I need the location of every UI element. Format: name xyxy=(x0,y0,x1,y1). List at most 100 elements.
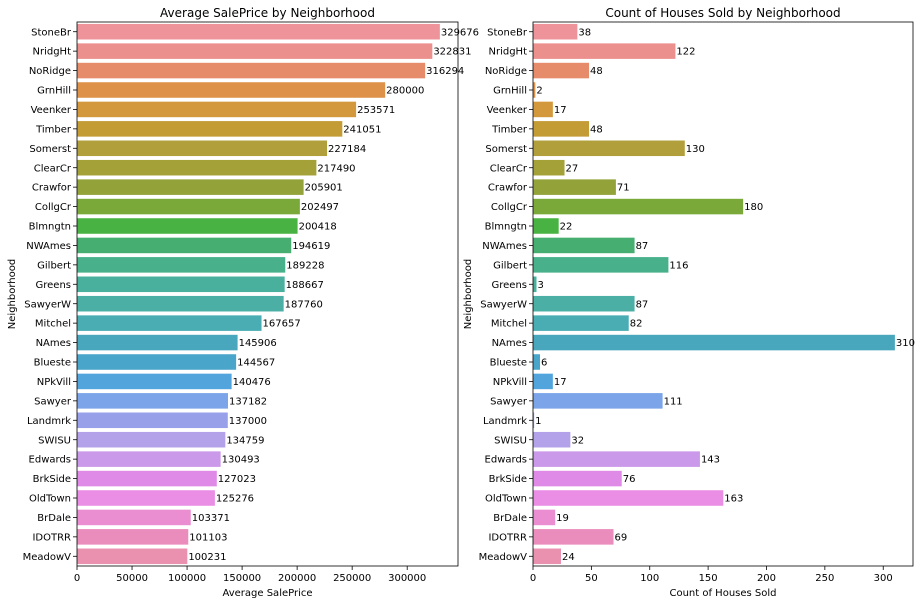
chart2-xtick-label: 150 xyxy=(699,573,718,584)
chart2-category-label: NoRidge xyxy=(485,66,527,77)
chart1-bar-oldtown xyxy=(77,490,215,506)
chart1-category-label: Sawyer xyxy=(34,396,72,407)
chart1-category-label: ClearCr xyxy=(34,163,72,174)
chart1-value-label: 241051 xyxy=(343,124,381,135)
chart2-bar-meadowv xyxy=(533,548,562,565)
chart2-xtick-label: 250 xyxy=(815,573,834,584)
chart2-bar-timber xyxy=(533,121,590,137)
chart1-axes-frame xyxy=(76,21,459,567)
chart1-bar-sawyerw xyxy=(77,295,284,312)
chart2-value-label: 87 xyxy=(636,299,649,310)
chart2-bar-npkvill xyxy=(533,373,553,390)
chart1-xtick-label: 50000 xyxy=(116,573,148,584)
chart1-bar-names xyxy=(77,334,238,351)
chart1-title: Average SalePrice by Neighborhood xyxy=(160,6,375,20)
chart2-value-label: 32 xyxy=(571,435,584,446)
chart2-bar-clearcr xyxy=(533,159,565,176)
chart1-value-label: 200418 xyxy=(299,222,337,233)
chart2-category-label: Timber xyxy=(491,124,528,135)
chart1-bar-stonebr xyxy=(77,23,440,40)
chart2-value-label: 17 xyxy=(554,377,567,388)
chart1-value-label: 103371 xyxy=(192,513,230,524)
chart1-category-label: GrnHill xyxy=(37,86,71,97)
chart1-category-label: Blmngtn xyxy=(29,222,71,233)
chart2-xtick-label: 50 xyxy=(585,573,598,584)
chart2-bar-brkside xyxy=(533,470,622,487)
chart1-category-label: NAmes xyxy=(36,338,71,349)
chart2-category-label: GrnHill xyxy=(493,86,527,97)
chart2-value-label: 76 xyxy=(623,474,636,485)
chart1-bar-veenker xyxy=(77,101,357,118)
chart2-category-label: ClearCr xyxy=(490,163,528,174)
chart1-category-label: Somerst xyxy=(29,144,71,155)
chart1-category-label: NPkVill xyxy=(37,377,71,388)
chart2-category-label: OldTown xyxy=(485,494,527,505)
chart2-value-label: 82 xyxy=(630,319,643,330)
chart1-category-label: SawyerW xyxy=(24,299,71,310)
chart1-category-label: StoneBr xyxy=(31,27,72,38)
chart1-value-label: 316294 xyxy=(426,66,464,77)
chart2-value-label: 71 xyxy=(617,183,630,194)
chart2-value-label: 130 xyxy=(686,144,705,155)
chart2-category-label: Landmrk xyxy=(483,416,527,427)
chart2-bar-stonebr xyxy=(533,23,578,40)
chart1-value-label: 127023 xyxy=(218,474,256,485)
chart1-xlabel: Average SalePrice xyxy=(222,588,312,599)
chart1-value-label: 134759 xyxy=(226,435,264,446)
chart2-category-label: StoneBr xyxy=(487,27,528,38)
chart2-value-label: 163 xyxy=(724,494,743,505)
chart1-bar-edwards xyxy=(77,451,221,467)
chart1-bar-grnhill xyxy=(77,82,386,98)
chart2-category-label: NPkVill xyxy=(493,377,527,388)
chart2-category-label: SWISU xyxy=(494,435,527,446)
chart2-bar-brdale xyxy=(533,509,556,526)
chart1-category-label: OldTown xyxy=(29,494,71,505)
chart1-bar-greens xyxy=(77,276,285,293)
chart2-value-label: 17 xyxy=(554,105,567,116)
chart1-value-label: 202497 xyxy=(301,202,339,213)
chart2-value-label: 310 xyxy=(896,338,915,349)
chart2-bar-somerst xyxy=(533,140,685,157)
chart2-xtick-label: 200 xyxy=(757,573,776,584)
chart1-value-label: 125276 xyxy=(216,494,254,505)
chart1-value-label: 329676 xyxy=(441,27,479,38)
chart2-value-label: 87 xyxy=(636,241,649,252)
chart2-bar-veenker xyxy=(533,101,553,118)
chart1-value-label: 322831 xyxy=(433,47,471,58)
chart2-value-label: 48 xyxy=(590,124,603,135)
chart2-bar-edwards xyxy=(533,451,700,467)
chart2-category-label: Veenker xyxy=(487,105,528,116)
chart1-category-label: NridgHt xyxy=(32,47,71,58)
chart1-value-label: 227184 xyxy=(328,144,366,155)
chart2-category-label: Gilbert xyxy=(493,260,527,271)
chart1-xtick-label: 0 xyxy=(74,573,80,584)
chart2-category-label: BrDale xyxy=(493,513,527,524)
chart2-bar-greens xyxy=(533,276,537,293)
chart2-xlabel: Count of Houses Sold xyxy=(669,588,776,599)
chart2-category-label: Somerst xyxy=(485,144,527,155)
chart1-bar-nridght xyxy=(77,43,433,59)
chart2-category-label: Sawyer xyxy=(490,396,528,407)
chart1-bar-noridge xyxy=(77,62,426,79)
chart2-value-label: 27 xyxy=(566,163,579,174)
chart1-category-label: SWISU xyxy=(38,435,71,446)
chart2-value-label: 143 xyxy=(701,455,720,466)
chart2-category-label: CollgCr xyxy=(491,202,528,213)
chart1-value-label: 188667 xyxy=(286,280,324,291)
chart2-bar-collgcr xyxy=(533,198,744,215)
chart1-bar-collgcr xyxy=(77,198,300,215)
chart2-value-label: 24 xyxy=(562,552,575,563)
chart1-category-label: MeadowV xyxy=(23,552,72,563)
chart2-value-label: 6 xyxy=(541,358,547,369)
chart1-category-label: Edwards xyxy=(29,455,71,466)
chart1-bar-blmngtn xyxy=(77,218,298,234)
chart1-xtick-label: 300000 xyxy=(388,573,426,584)
chart1-bar-npkvill xyxy=(77,373,232,390)
chart2-bar-crawfor xyxy=(533,179,616,195)
chart1-category-label: IDOTRR xyxy=(32,532,71,543)
chart1-category-label: Crawfor xyxy=(32,183,72,194)
chart2-ylabel: Neighborhood xyxy=(463,259,474,329)
chart2-category-label: Blueste xyxy=(490,358,527,369)
